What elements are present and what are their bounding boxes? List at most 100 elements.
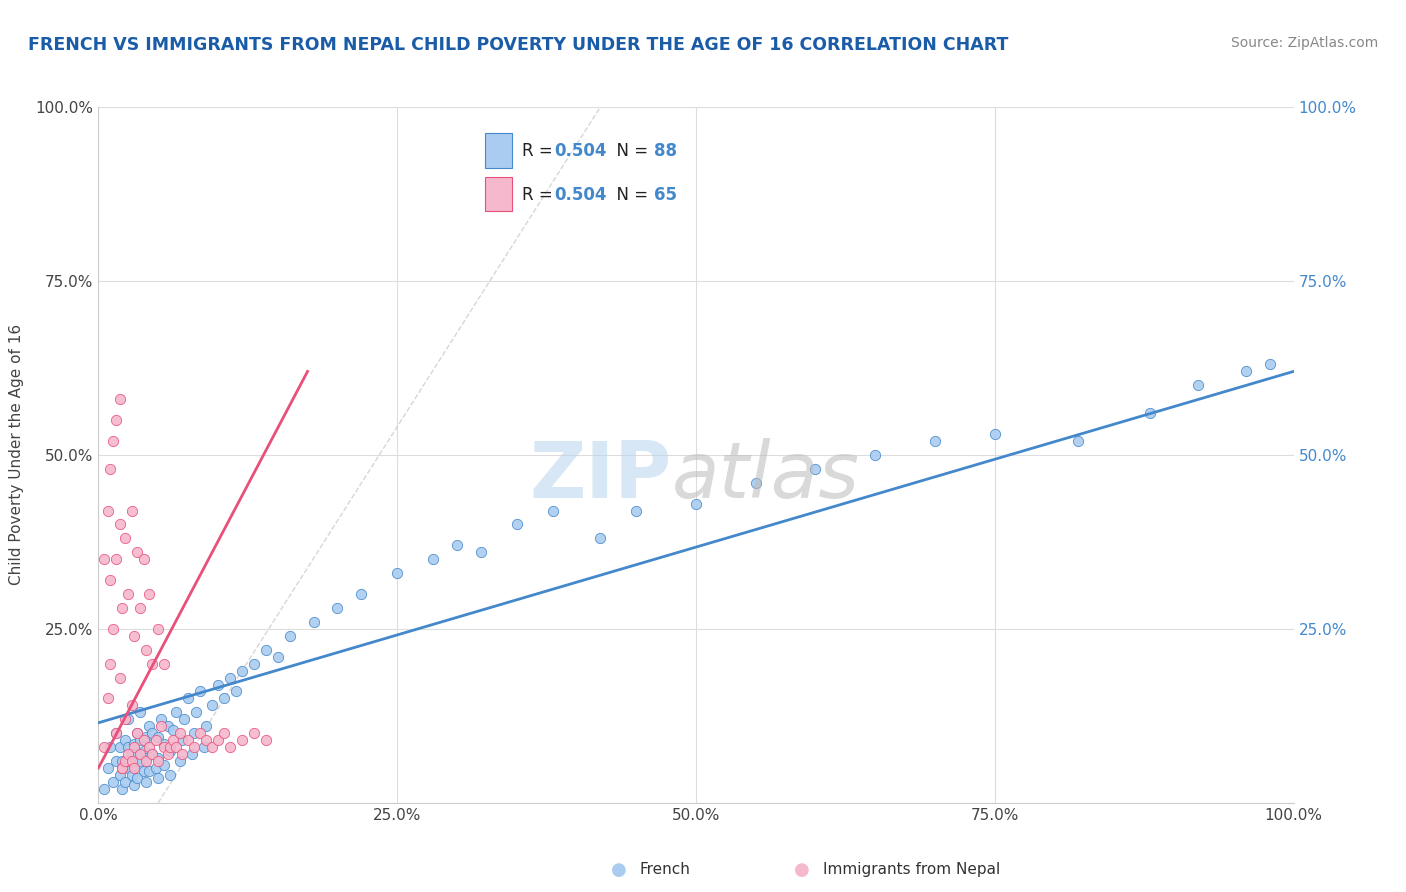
Point xyxy=(149,712,172,726)
Point xyxy=(1067,434,1090,448)
Point xyxy=(231,733,253,747)
Point xyxy=(124,629,146,643)
Point xyxy=(111,601,134,615)
Point xyxy=(243,657,266,671)
Point xyxy=(188,684,211,698)
Point xyxy=(108,768,131,782)
Point xyxy=(111,754,134,768)
Point xyxy=(135,642,157,657)
Point xyxy=(138,764,160,779)
Point xyxy=(159,744,181,758)
Point xyxy=(685,497,707,511)
Point xyxy=(159,768,181,782)
Point xyxy=(101,622,124,636)
Point xyxy=(153,740,176,755)
Point xyxy=(385,566,409,581)
Point xyxy=(132,552,155,566)
Point xyxy=(129,747,152,761)
Point xyxy=(124,737,146,751)
Point xyxy=(97,691,120,706)
Point xyxy=(231,664,253,678)
Point xyxy=(114,712,136,726)
Point xyxy=(1139,406,1161,420)
Point xyxy=(201,740,224,755)
Point xyxy=(135,730,157,744)
Point xyxy=(422,552,444,566)
Point xyxy=(153,657,176,671)
Point xyxy=(117,712,139,726)
Point xyxy=(165,706,187,720)
Point xyxy=(183,740,205,755)
Point xyxy=(98,657,122,671)
Point xyxy=(129,601,152,615)
Point xyxy=(148,730,170,744)
Point xyxy=(141,747,163,761)
Point xyxy=(105,552,128,566)
Point xyxy=(173,712,195,726)
Point xyxy=(97,503,120,517)
Point xyxy=(135,775,157,789)
Text: 88: 88 xyxy=(654,143,676,161)
Point xyxy=(172,733,194,747)
Point xyxy=(148,772,170,786)
Point xyxy=(145,733,167,747)
Point xyxy=(141,726,163,740)
Point xyxy=(195,733,218,747)
Point xyxy=(149,719,172,733)
Point xyxy=(93,781,115,796)
Point xyxy=(111,761,134,775)
Point xyxy=(121,768,143,782)
Point xyxy=(124,761,146,775)
Point xyxy=(172,747,194,761)
Point xyxy=(132,764,155,779)
Point xyxy=(135,754,157,768)
Point xyxy=(129,754,152,768)
Point xyxy=(326,601,349,615)
Text: Immigrants from Nepal: Immigrants from Nepal xyxy=(823,863,1000,877)
Point xyxy=(153,737,176,751)
Point xyxy=(114,775,136,789)
Point xyxy=(148,622,170,636)
Text: 0.504: 0.504 xyxy=(554,143,606,161)
Text: R =: R = xyxy=(522,186,558,204)
Point xyxy=(121,503,143,517)
Point xyxy=(506,517,529,532)
Point xyxy=(225,684,247,698)
Point xyxy=(1258,358,1281,372)
Point xyxy=(138,719,160,733)
Text: FRENCH VS IMMIGRANTS FROM NEPAL CHILD POVERTY UNDER THE AGE OF 16 CORRELATION CH: FRENCH VS IMMIGRANTS FROM NEPAL CHILD PO… xyxy=(28,36,1008,54)
Point xyxy=(156,747,179,761)
Point xyxy=(1187,378,1209,392)
Point xyxy=(1234,364,1257,378)
Point xyxy=(207,677,229,691)
Point xyxy=(93,552,115,566)
Point xyxy=(188,726,211,740)
Text: ●: ● xyxy=(610,861,627,879)
Point xyxy=(148,754,170,768)
Point xyxy=(98,740,122,755)
Point xyxy=(121,747,143,761)
Point xyxy=(98,573,122,587)
Point xyxy=(125,726,148,740)
Text: ●: ● xyxy=(793,861,810,879)
Text: N =: N = xyxy=(606,186,654,204)
Point xyxy=(302,615,325,629)
Text: 65: 65 xyxy=(654,186,676,204)
Point xyxy=(124,757,146,772)
Point xyxy=(984,427,1007,442)
Bar xyxy=(485,133,512,168)
Point xyxy=(589,532,612,546)
Point xyxy=(156,719,179,733)
Point xyxy=(804,462,827,476)
Point xyxy=(243,726,266,740)
Point xyxy=(169,726,191,740)
Point xyxy=(162,733,184,747)
Point xyxy=(114,532,136,546)
Point xyxy=(129,706,152,720)
Point xyxy=(93,740,115,755)
Text: 0.504: 0.504 xyxy=(554,186,606,204)
Point xyxy=(470,545,492,559)
Point xyxy=(108,671,131,685)
Point xyxy=(186,706,208,720)
Point xyxy=(138,587,160,601)
